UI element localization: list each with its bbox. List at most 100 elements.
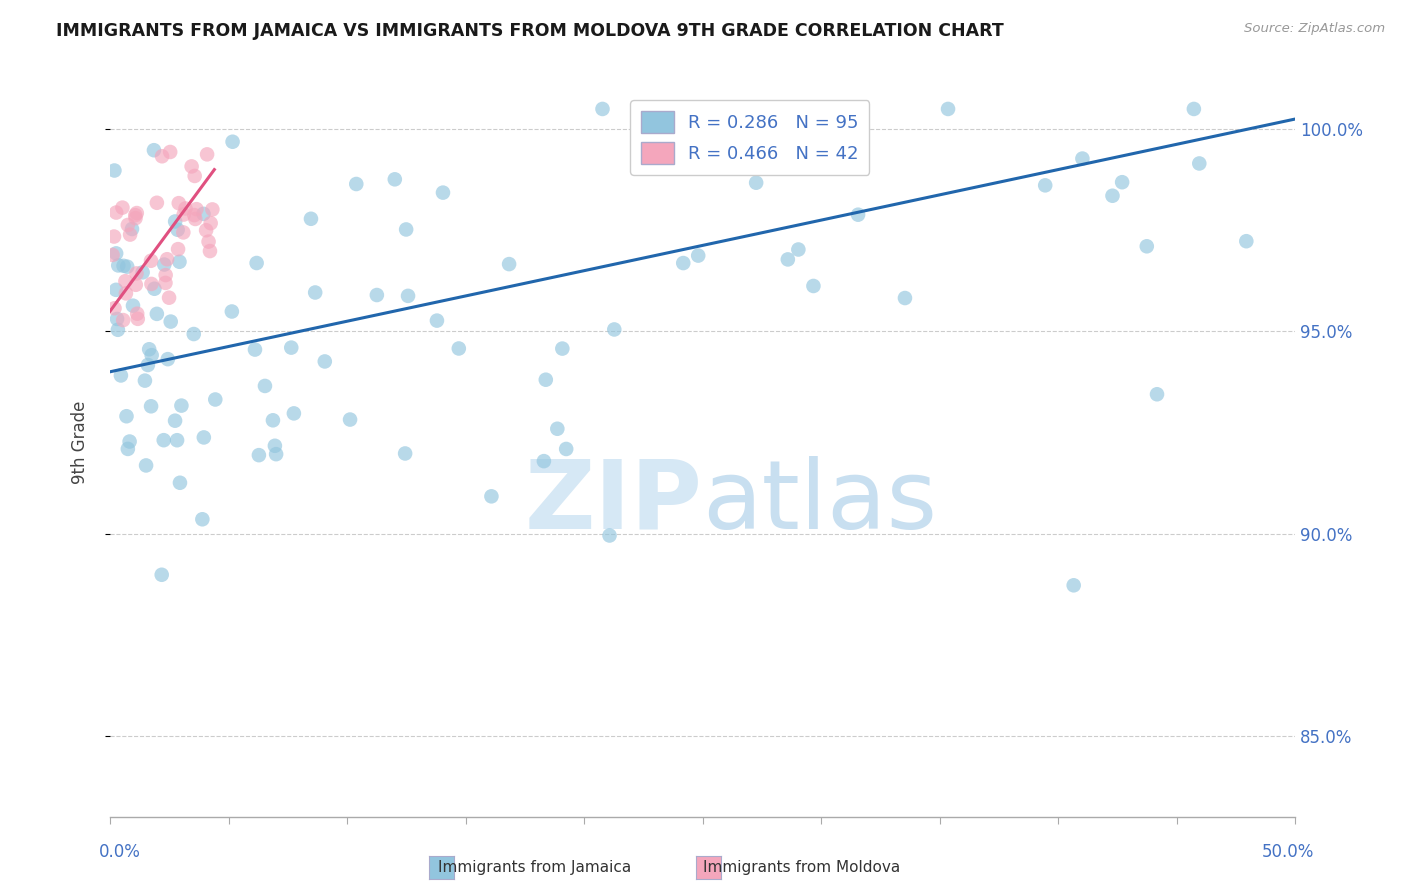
Point — [150, 149, 173, 163]
Point — [107, 323, 129, 337]
Point — [1111, 175, 1133, 189]
Point — [125, 277, 148, 292]
Point — [115, 260, 138, 274]
Point — [314, 354, 336, 368]
Point — [183, 208, 205, 222]
Point — [141, 277, 163, 291]
Point — [165, 414, 187, 428]
Point — [105, 246, 128, 260]
Point — [555, 442, 578, 456]
Legend: R = 0.286   N = 95, R = 0.466   N = 42: R = 0.286 N = 95, R = 0.466 N = 42 — [630, 100, 869, 175]
Point — [139, 253, 162, 268]
Point — [120, 227, 142, 242]
Point — [184, 211, 207, 226]
Point — [170, 399, 193, 413]
Point — [173, 208, 195, 222]
Point — [1182, 102, 1205, 116]
Point — [243, 343, 266, 357]
Point — [112, 313, 135, 327]
Point — [221, 135, 243, 149]
Point — [200, 216, 222, 230]
Point — [115, 409, 138, 424]
Point — [146, 307, 169, 321]
Point — [1188, 156, 1211, 170]
Point — [1063, 578, 1085, 592]
Text: Source: ZipAtlas.com: Source: ZipAtlas.com — [1244, 22, 1385, 36]
Point — [396, 289, 419, 303]
Point — [894, 291, 917, 305]
Point — [153, 258, 176, 272]
Point — [157, 291, 180, 305]
Point — [135, 458, 157, 473]
Point — [127, 311, 149, 326]
Point — [599, 528, 621, 542]
Point — [533, 454, 555, 468]
Point — [155, 268, 177, 282]
Point — [136, 358, 159, 372]
Point — [165, 214, 187, 228]
Point — [150, 567, 173, 582]
Y-axis label: 9th Grade: 9th Grade — [72, 401, 89, 484]
Point — [447, 342, 470, 356]
Text: Immigrants from Moldova: Immigrants from Moldova — [703, 860, 900, 874]
Point — [115, 286, 138, 301]
Point — [672, 256, 695, 270]
Point — [1146, 387, 1168, 401]
Point — [1234, 234, 1257, 248]
Point — [105, 283, 128, 297]
Point — [1136, 239, 1159, 253]
Point — [112, 259, 135, 273]
Point — [195, 223, 218, 237]
Point — [166, 223, 188, 237]
Point — [167, 196, 190, 211]
Point — [432, 186, 454, 200]
Point — [1101, 188, 1123, 202]
Point — [146, 195, 169, 210]
Point — [134, 374, 156, 388]
Point — [264, 447, 287, 461]
Point — [138, 343, 160, 357]
Point — [534, 373, 557, 387]
Point — [745, 176, 768, 190]
Point — [193, 207, 215, 221]
Point — [114, 274, 136, 288]
Point — [172, 226, 194, 240]
Point — [193, 430, 215, 444]
Point — [195, 147, 218, 161]
Point — [787, 243, 810, 257]
Point — [280, 341, 302, 355]
Point — [111, 201, 134, 215]
Point — [592, 102, 614, 116]
Point — [1033, 178, 1056, 193]
Point — [124, 208, 146, 222]
Point — [191, 512, 214, 526]
Point — [264, 439, 287, 453]
Point — [166, 434, 188, 448]
Point — [121, 222, 143, 236]
Point — [247, 448, 270, 462]
Point — [141, 348, 163, 362]
Point — [143, 282, 166, 296]
Point — [283, 406, 305, 420]
Point — [183, 326, 205, 341]
Point — [169, 254, 191, 268]
Point — [498, 257, 520, 271]
Point — [186, 202, 208, 216]
Point — [936, 102, 959, 116]
Point — [366, 288, 388, 302]
Point — [169, 475, 191, 490]
Point — [481, 489, 503, 503]
Point — [117, 442, 139, 456]
Point — [718, 131, 741, 145]
Point — [546, 422, 568, 436]
Text: 50.0%: 50.0% — [1263, 843, 1315, 861]
Point — [159, 315, 181, 329]
Point — [262, 413, 284, 427]
Point — [198, 244, 221, 258]
Point — [180, 160, 202, 174]
Point — [204, 392, 226, 407]
Point — [197, 235, 219, 249]
Point — [551, 342, 574, 356]
Point — [395, 222, 418, 236]
Point — [127, 307, 149, 321]
